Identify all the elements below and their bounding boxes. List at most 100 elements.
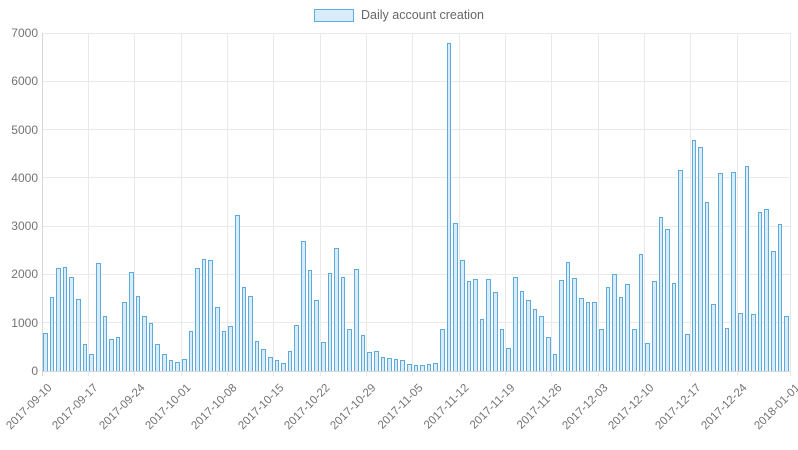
bar-2017-11-22[interactable] xyxy=(526,299,531,371)
bar-2017-09-25[interactable] xyxy=(142,315,147,371)
bar-2017-11-05[interactable] xyxy=(413,365,419,371)
bar-2017-11-28[interactable] xyxy=(565,261,571,371)
bar-2017-11-18[interactable] xyxy=(499,329,505,371)
bar-2017-12-27[interactable] xyxy=(757,211,763,371)
bar-2017-09-15[interactable] xyxy=(76,299,81,371)
bar-2017-10-28[interactable] xyxy=(360,334,366,371)
bar-2017-10-19[interactable] xyxy=(301,241,306,371)
bar-2017-11-21[interactable] xyxy=(519,290,525,371)
bar-2017-12-19[interactable] xyxy=(704,202,710,371)
bar-2017-10-26[interactable] xyxy=(347,328,353,371)
bar-2017-12-21[interactable] xyxy=(718,173,723,371)
bar-2017-11-15[interactable] xyxy=(479,318,485,371)
bar-2017-11-19[interactable] xyxy=(506,348,511,371)
bar-2017-11-24[interactable] xyxy=(539,316,544,371)
bar-2017-10-07[interactable] xyxy=(221,331,227,371)
bar-2017-09-21[interactable] xyxy=(115,337,121,371)
bar-2017-12-03[interactable] xyxy=(598,329,604,371)
bar-2017-10-23[interactable] xyxy=(327,272,333,371)
bar-2017-10-12[interactable] xyxy=(254,341,260,371)
bar-2017-12-28[interactable] xyxy=(764,208,770,371)
bar-2017-12-01[interactable] xyxy=(585,301,591,371)
bar-2017-10-11[interactable] xyxy=(248,296,253,371)
bar-2017-09-28[interactable] xyxy=(162,353,167,371)
bar-2017-09-23[interactable] xyxy=(128,272,134,371)
bar-2017-10-15[interactable] xyxy=(274,360,280,371)
bar-2017-11-17[interactable] xyxy=(493,291,498,371)
bar-2017-10-25[interactable] xyxy=(340,276,346,371)
bar-2017-11-10[interactable] xyxy=(446,42,452,371)
bar-2017-11-09[interactable] xyxy=(440,328,445,371)
bar-2017-11-02[interactable] xyxy=(393,358,399,371)
bar-2017-12-11[interactable] xyxy=(651,281,657,371)
bar-2017-10-01[interactable] xyxy=(181,358,187,371)
bar-2017-11-16[interactable] xyxy=(486,279,492,371)
bar-2017-12-26[interactable] xyxy=(751,314,756,371)
bar-2017-12-09[interactable] xyxy=(638,254,644,371)
bar-2017-10-08[interactable] xyxy=(228,326,233,371)
bar-2017-12-18[interactable] xyxy=(698,147,703,371)
bar-2017-12-07[interactable] xyxy=(625,284,631,371)
bar-2017-12-30[interactable] xyxy=(777,223,783,371)
bar-2017-12-23[interactable] xyxy=(731,172,736,371)
bar-2017-10-14[interactable] xyxy=(267,356,273,371)
legend[interactable]: Daily account creation xyxy=(0,8,798,22)
bar-2017-12-29[interactable] xyxy=(771,251,776,371)
bar-2017-11-06[interactable] xyxy=(420,364,425,371)
bar-2017-12-31[interactable] xyxy=(784,315,789,371)
bar-2017-12-10[interactable] xyxy=(645,342,650,371)
bar-2017-12-12[interactable] xyxy=(658,217,664,371)
bar-2017-12-16[interactable] xyxy=(685,334,690,371)
bar-2017-11-01[interactable] xyxy=(387,358,392,371)
bar-2017-11-07[interactable] xyxy=(426,363,432,371)
bar-2017-09-27[interactable] xyxy=(155,343,161,371)
bar-2017-10-03[interactable] xyxy=(195,268,200,371)
bar-2017-11-25[interactable] xyxy=(546,336,551,371)
bar-2017-09-19[interactable] xyxy=(102,315,108,371)
bar-2017-09-30[interactable] xyxy=(175,361,180,371)
bar-2017-11-29[interactable] xyxy=(572,277,578,371)
bar-2017-10-10[interactable] xyxy=(241,287,247,371)
bar-2017-10-27[interactable] xyxy=(354,269,359,371)
bar-2017-11-04[interactable] xyxy=(406,363,412,371)
bar-2017-11-23[interactable] xyxy=(532,309,538,371)
bar-2017-10-09[interactable] xyxy=(234,214,240,371)
bar-2017-12-06[interactable] xyxy=(618,296,624,371)
bar-2017-10-16[interactable] xyxy=(281,363,286,371)
bar-2017-12-25[interactable] xyxy=(744,165,750,371)
bar-2017-11-11[interactable] xyxy=(453,222,458,371)
bar-2017-12-17[interactable] xyxy=(691,140,697,371)
bar-2017-09-24[interactable] xyxy=(135,295,141,371)
bar-2017-09-22[interactable] xyxy=(122,302,127,371)
bar-2017-09-12[interactable] xyxy=(56,268,61,371)
bar-2017-10-04[interactable] xyxy=(201,259,207,371)
bar-2017-12-20[interactable] xyxy=(711,304,717,371)
bar-2017-10-29[interactable] xyxy=(367,352,372,371)
bar-2017-09-14[interactable] xyxy=(69,276,75,371)
bar-2017-10-06[interactable] xyxy=(215,306,220,371)
bar-2017-11-13[interactable] xyxy=(466,281,472,371)
bar-2017-11-12[interactable] xyxy=(459,259,465,371)
bar-2017-09-29[interactable] xyxy=(168,359,174,371)
bar-2017-12-22[interactable] xyxy=(724,328,730,371)
bar-2017-12-24[interactable] xyxy=(737,312,743,371)
bar-2017-09-17[interactable] xyxy=(89,354,94,371)
bar-2017-09-18[interactable] xyxy=(95,263,101,371)
bar-2017-12-15[interactable] xyxy=(678,170,684,371)
bar-2017-12-05[interactable] xyxy=(612,274,617,371)
bar-2017-12-14[interactable] xyxy=(671,283,677,371)
bar-2017-09-20[interactable] xyxy=(109,339,114,371)
bar-2017-10-24[interactable] xyxy=(334,247,339,371)
bar-2017-09-13[interactable] xyxy=(62,267,68,371)
bar-2017-12-13[interactable] xyxy=(665,228,670,371)
bar-2017-10-20[interactable] xyxy=(307,269,313,371)
bar-2017-10-02[interactable] xyxy=(188,330,194,371)
bar-2017-11-14[interactable] xyxy=(473,279,478,371)
bar-2017-10-30[interactable] xyxy=(373,351,379,371)
bar-2017-11-03[interactable] xyxy=(400,359,405,371)
bar-2017-11-08[interactable] xyxy=(433,362,439,371)
bar-2017-11-20[interactable] xyxy=(512,276,518,371)
bar-2017-10-31[interactable] xyxy=(380,357,386,371)
bar-2017-10-05[interactable] xyxy=(208,260,214,371)
bar-2017-11-27[interactable] xyxy=(559,280,564,371)
